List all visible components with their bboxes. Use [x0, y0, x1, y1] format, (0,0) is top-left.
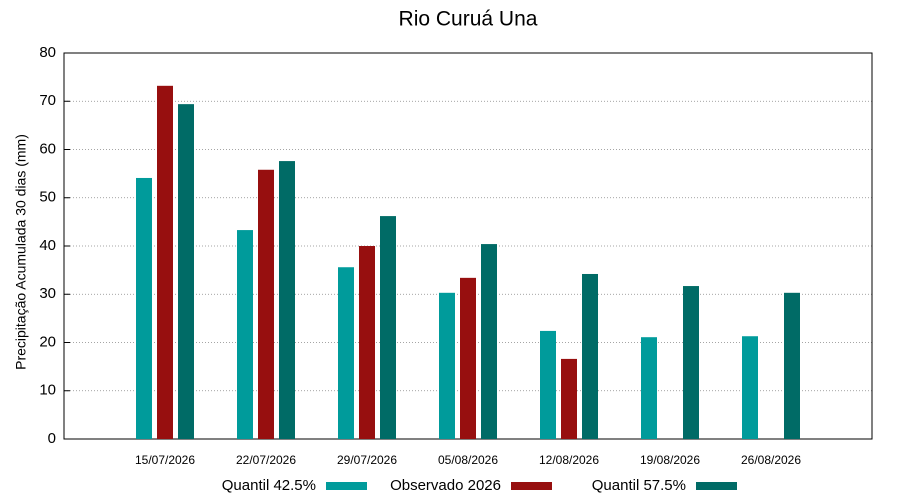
x-tick-label: 29/07/2026: [337, 453, 397, 467]
x-tick-label: 19/08/2026: [640, 453, 700, 467]
bar: [439, 292, 455, 439]
chart-title: Rio Curuá Una: [399, 8, 538, 31]
bar: [178, 104, 194, 440]
bar: [258, 169, 274, 439]
x-tick-label: 26/08/2026: [741, 453, 801, 467]
bar: [784, 292, 800, 439]
x-tick-label: 22/07/2026: [236, 453, 296, 467]
bar: [237, 230, 253, 439]
y-tick-label: 10: [39, 382, 56, 399]
legend-label: Quantil 57.5%: [592, 477, 686, 494]
y-tick-label: 30: [39, 285, 56, 302]
y-tick-label: 80: [39, 44, 56, 61]
bar: [136, 177, 152, 439]
bar: [380, 216, 396, 439]
bar: [279, 161, 295, 439]
bar: [157, 85, 173, 439]
y-tick-label: 50: [39, 189, 56, 206]
y-tick-label: 70: [39, 92, 56, 109]
bar: [683, 286, 699, 439]
y-tick-label: 20: [39, 333, 56, 350]
bar: [582, 273, 598, 439]
y-tick-label: 0: [48, 430, 56, 447]
y-tick-label: 60: [39, 140, 56, 157]
x-tick-label: 12/08/2026: [539, 453, 599, 467]
bar: [561, 358, 577, 439]
y-axis-label: Precipitação Acumulada 30 dias (mm): [13, 134, 29, 370]
bar: [460, 277, 476, 439]
bar: [540, 330, 556, 439]
legend-label: Observado 2026: [390, 477, 501, 494]
legend-label: Quantil 42.5%: [222, 477, 316, 494]
y-tick-label: 40: [39, 237, 56, 254]
x-tick-label: 15/07/2026: [135, 453, 195, 467]
bar: [481, 244, 497, 439]
x-tick-label: 05/08/2026: [438, 453, 498, 467]
bar: [338, 267, 354, 439]
bar: [359, 246, 375, 439]
bar: [742, 336, 758, 439]
bar: [641, 337, 657, 439]
